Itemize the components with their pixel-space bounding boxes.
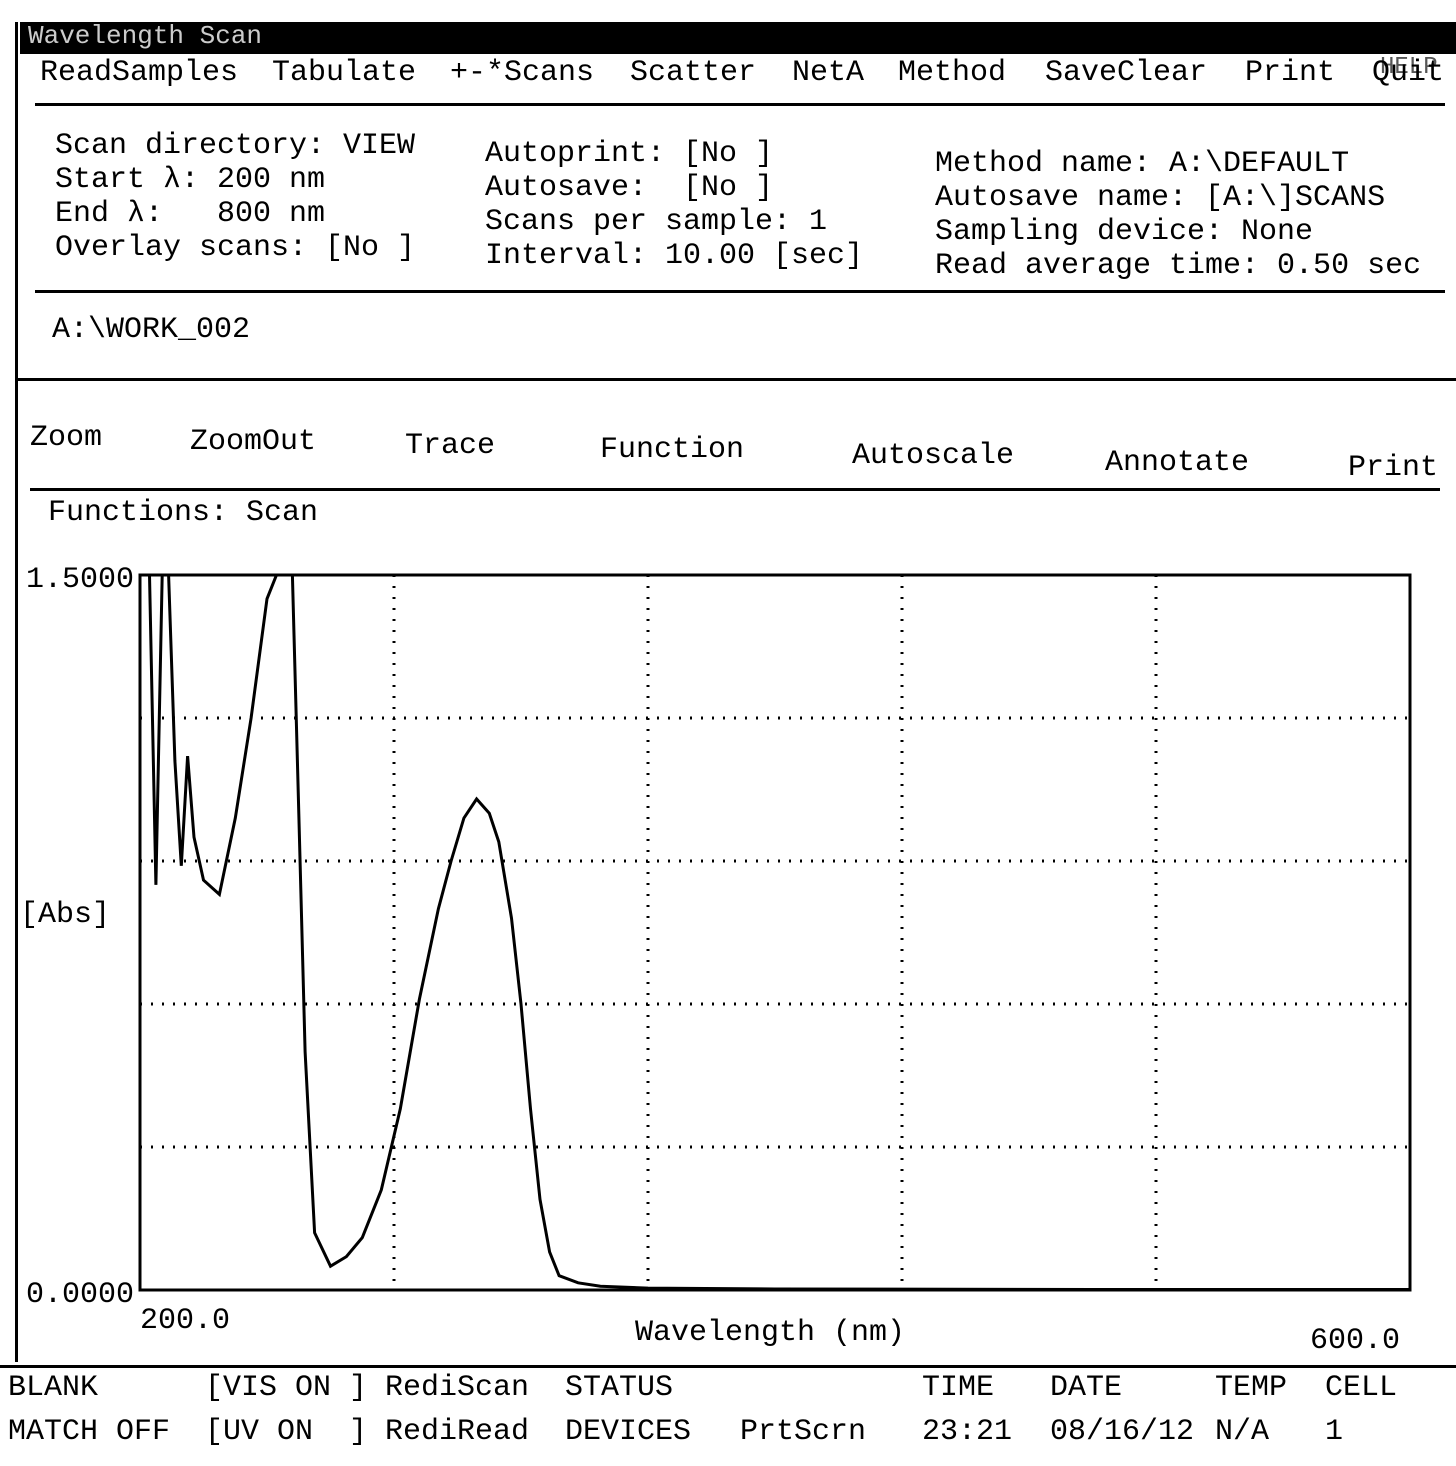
status-item: TIME: [922, 1371, 995, 1405]
menu-item[interactable]: Scatter: [630, 56, 757, 90]
menu-item[interactable]: Print: [1245, 56, 1336, 90]
window-title: Wavelength Scan: [28, 21, 263, 51]
setting: Sampling device: None: [935, 215, 1314, 249]
setting: Start λ: 200 nm: [55, 163, 326, 197]
menu-item[interactable]: Tabulate: [272, 56, 417, 90]
file-path: A:\WORK_002: [52, 313, 251, 347]
y-tick-label: 0.0000: [26, 1278, 134, 1312]
divider: [15, 378, 1456, 381]
divider: [30, 488, 1440, 491]
status-item: BLANK: [8, 1371, 99, 1405]
status-item: N/A: [1215, 1415, 1270, 1449]
divider: [0, 1365, 1456, 1368]
status-item: 23:21: [922, 1415, 1013, 1449]
tool-button[interactable]: Function: [600, 433, 745, 467]
setting: End λ: 800 nm: [55, 197, 326, 231]
status-item: STATUS: [565, 1371, 674, 1405]
status-item: PrtScrn: [740, 1415, 867, 1449]
status-item: [UV ON ] RediRead: [205, 1415, 530, 1449]
tool-button[interactable]: Autoscale: [852, 439, 1015, 473]
x-tick-label: 600.0: [1310, 1324, 1400, 1358]
setting: Scans per sample: 1: [485, 205, 828, 239]
tool-button[interactable]: Annotate: [1105, 446, 1250, 480]
menu-item[interactable]: NetA: [792, 56, 865, 90]
tool-button[interactable]: Print: [1348, 451, 1439, 485]
menu-item[interactable]: Method: [898, 56, 1007, 90]
y-tick-label: 1.5000: [26, 563, 134, 597]
tool-button[interactable]: Trace: [405, 429, 496, 463]
menu-item[interactable]: Quit: [1372, 56, 1445, 90]
status-item: DEVICES: [565, 1415, 692, 1449]
x-tick-label: 200.0: [140, 1304, 230, 1338]
title-bar: [20, 22, 1456, 54]
setting: Scan directory: VIEW: [55, 129, 416, 163]
menu-item[interactable]: +-*Scans: [450, 56, 595, 90]
status-item: 1: [1325, 1415, 1344, 1449]
status-item: TEMP: [1215, 1371, 1288, 1405]
setting: Read average time: 0.50 sec: [935, 249, 1422, 283]
divider: [35, 103, 1445, 106]
menu-item[interactable]: ReadSamples: [40, 56, 239, 90]
setting: Interval: 10.00 [sec]: [485, 239, 864, 273]
status-item: 08/16/12: [1050, 1415, 1195, 1449]
x-axis-label: Wavelength (nm): [635, 1316, 905, 1350]
status-item: CELL: [1325, 1371, 1398, 1405]
frame-left: [15, 22, 18, 1362]
status-item: [VIS ON ] RediScan: [205, 1371, 530, 1405]
tool-button[interactable]: Zoom: [30, 421, 103, 455]
status-item: DATE: [1050, 1371, 1123, 1405]
tool-button[interactable]: ZoomOut: [190, 425, 317, 459]
help[interactable]: HELP: [1380, 54, 1438, 81]
plot-frame: [138, 573, 1412, 1292]
setting: Autosave name: [A:\]SCANS: [935, 181, 1386, 215]
setting: Overlay scans: [No ]: [55, 231, 416, 265]
spectrum-line: [140, 573, 1410, 1291]
y-axis-label: [Abs]: [20, 898, 110, 932]
divider: [35, 290, 1445, 293]
menu-item[interactable]: SaveClear: [1045, 56, 1208, 90]
setting: Method name: A:\DEFAULT: [935, 147, 1350, 181]
status-item: MATCH OFF: [8, 1415, 171, 1449]
setting: Autosave: [No ]: [485, 171, 774, 205]
functions: Functions: Scan: [48, 496, 319, 530]
setting: Autoprint: [No ]: [485, 137, 774, 171]
